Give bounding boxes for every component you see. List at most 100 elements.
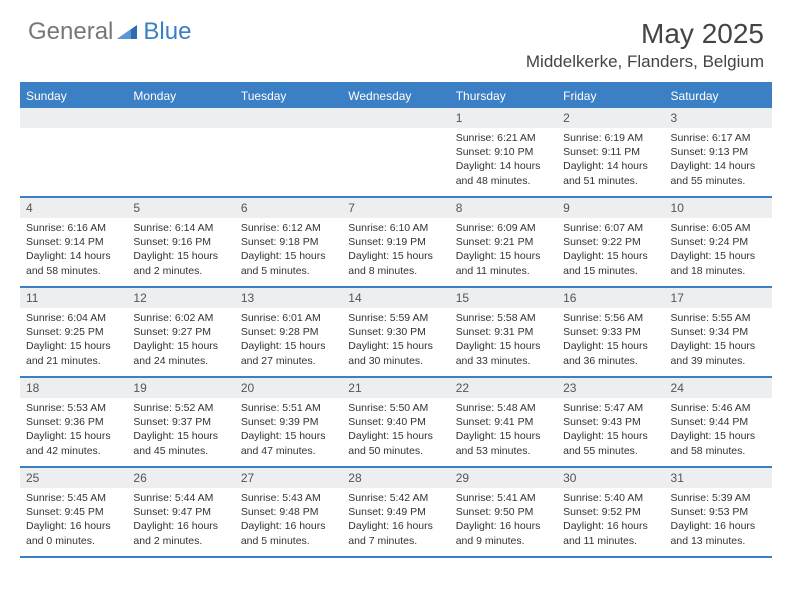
day-body: Sunrise: 6:07 AMSunset: 9:22 PMDaylight:… (557, 218, 664, 282)
daylight-text: and 53 minutes. (456, 444, 551, 458)
daylight-text: Daylight: 14 hours (26, 249, 121, 263)
daylight-text: and 0 minutes. (26, 534, 121, 548)
daylight-text: and 21 minutes. (26, 354, 121, 368)
daylight-text: Daylight: 15 hours (456, 429, 551, 443)
daylight-text: and 5 minutes. (241, 534, 336, 548)
daylight-text: and 50 minutes. (348, 444, 443, 458)
daylight-text: Daylight: 16 hours (133, 519, 228, 533)
day-cell: 9Sunrise: 6:07 AMSunset: 9:22 PMDaylight… (557, 198, 664, 286)
daylight-text: and 24 minutes. (133, 354, 228, 368)
day-cell: 31Sunrise: 5:39 AMSunset: 9:53 PMDayligh… (665, 468, 772, 556)
day-body: Sunrise: 5:41 AMSunset: 9:50 PMDaylight:… (450, 488, 557, 552)
daylight-text: Daylight: 15 hours (348, 429, 443, 443)
day-number: 13 (235, 288, 342, 308)
daylight-text: Daylight: 16 hours (563, 519, 658, 533)
daylight-text: and 11 minutes. (456, 264, 551, 278)
day-number: 22 (450, 378, 557, 398)
day-number: 17 (665, 288, 772, 308)
day-body: Sunrise: 5:48 AMSunset: 9:41 PMDaylight:… (450, 398, 557, 462)
sunset-text: Sunset: 9:14 PM (26, 235, 121, 249)
sunrise-text: Sunrise: 5:40 AM (563, 491, 658, 505)
day-body (342, 128, 449, 135)
day-number (127, 108, 234, 128)
day-number: 3 (665, 108, 772, 128)
day-number: 24 (665, 378, 772, 398)
weeks-container: 1Sunrise: 6:21 AMSunset: 9:10 PMDaylight… (20, 108, 772, 558)
day-body: Sunrise: 6:19 AMSunset: 9:11 PMDaylight:… (557, 128, 664, 192)
sunrise-text: Sunrise: 6:07 AM (563, 221, 658, 235)
day-number: 8 (450, 198, 557, 218)
day-cell: 4Sunrise: 6:16 AMSunset: 9:14 PMDaylight… (20, 198, 127, 286)
day-body (235, 128, 342, 135)
title-block: May 2025 Middelkerke, Flanders, Belgium (526, 18, 764, 72)
daylight-text: Daylight: 15 hours (671, 249, 766, 263)
daylight-text: and 58 minutes. (26, 264, 121, 278)
day-body: Sunrise: 5:52 AMSunset: 9:37 PMDaylight:… (127, 398, 234, 462)
day-body: Sunrise: 6:17 AMSunset: 9:13 PMDaylight:… (665, 128, 772, 192)
sunset-text: Sunset: 9:48 PM (241, 505, 336, 519)
day-number: 26 (127, 468, 234, 488)
day-number: 29 (450, 468, 557, 488)
day-cell (127, 108, 234, 196)
sunrise-text: Sunrise: 5:46 AM (671, 401, 766, 415)
day-body: Sunrise: 5:46 AMSunset: 9:44 PMDaylight:… (665, 398, 772, 462)
daylight-text: Daylight: 15 hours (348, 249, 443, 263)
day-cell (20, 108, 127, 196)
weekday-header: Wednesday (342, 84, 449, 108)
day-body: Sunrise: 6:01 AMSunset: 9:28 PMDaylight:… (235, 308, 342, 372)
daylight-text: and 48 minutes. (456, 174, 551, 188)
day-cell: 3Sunrise: 6:17 AMSunset: 9:13 PMDaylight… (665, 108, 772, 196)
day-body: Sunrise: 6:21 AMSunset: 9:10 PMDaylight:… (450, 128, 557, 192)
day-body: Sunrise: 6:09 AMSunset: 9:21 PMDaylight:… (450, 218, 557, 282)
day-cell: 28Sunrise: 5:42 AMSunset: 9:49 PMDayligh… (342, 468, 449, 556)
daylight-text: Daylight: 16 hours (671, 519, 766, 533)
day-cell: 2Sunrise: 6:19 AMSunset: 9:11 PMDaylight… (557, 108, 664, 196)
day-number: 18 (20, 378, 127, 398)
day-cell: 15Sunrise: 5:58 AMSunset: 9:31 PMDayligh… (450, 288, 557, 376)
day-cell: 14Sunrise: 5:59 AMSunset: 9:30 PMDayligh… (342, 288, 449, 376)
sunrise-text: Sunrise: 5:47 AM (563, 401, 658, 415)
day-number: 15 (450, 288, 557, 308)
day-number (342, 108, 449, 128)
day-number: 28 (342, 468, 449, 488)
sunrise-text: Sunrise: 6:14 AM (133, 221, 228, 235)
daylight-text: Daylight: 15 hours (133, 249, 228, 263)
sunrise-text: Sunrise: 5:44 AM (133, 491, 228, 505)
weekday-header: Saturday (665, 84, 772, 108)
sunrise-text: Sunrise: 5:55 AM (671, 311, 766, 325)
sunset-text: Sunset: 9:10 PM (456, 145, 551, 159)
daylight-text: and 39 minutes. (671, 354, 766, 368)
day-number: 23 (557, 378, 664, 398)
daylight-text: and 7 minutes. (348, 534, 443, 548)
sunset-text: Sunset: 9:45 PM (26, 505, 121, 519)
sunset-text: Sunset: 9:16 PM (133, 235, 228, 249)
sunset-text: Sunset: 9:31 PM (456, 325, 551, 339)
day-cell: 20Sunrise: 5:51 AMSunset: 9:39 PMDayligh… (235, 378, 342, 466)
week-row: 18Sunrise: 5:53 AMSunset: 9:36 PMDayligh… (20, 378, 772, 468)
daylight-text: and 47 minutes. (241, 444, 336, 458)
day-number (20, 108, 127, 128)
sunset-text: Sunset: 9:39 PM (241, 415, 336, 429)
day-body: Sunrise: 6:05 AMSunset: 9:24 PMDaylight:… (665, 218, 772, 282)
daylight-text: Daylight: 15 hours (241, 429, 336, 443)
day-number: 16 (557, 288, 664, 308)
day-number: 31 (665, 468, 772, 488)
day-number: 4 (20, 198, 127, 218)
sunset-text: Sunset: 9:33 PM (563, 325, 658, 339)
sunrise-text: Sunrise: 6:19 AM (563, 131, 658, 145)
sunset-text: Sunset: 9:49 PM (348, 505, 443, 519)
sunrise-text: Sunrise: 6:09 AM (456, 221, 551, 235)
sunset-text: Sunset: 9:53 PM (671, 505, 766, 519)
day-number: 14 (342, 288, 449, 308)
day-number: 5 (127, 198, 234, 218)
day-number: 2 (557, 108, 664, 128)
sunset-text: Sunset: 9:19 PM (348, 235, 443, 249)
day-number: 27 (235, 468, 342, 488)
sunrise-text: Sunrise: 5:48 AM (456, 401, 551, 415)
day-number: 1 (450, 108, 557, 128)
day-cell: 13Sunrise: 6:01 AMSunset: 9:28 PMDayligh… (235, 288, 342, 376)
day-body: Sunrise: 5:47 AMSunset: 9:43 PMDaylight:… (557, 398, 664, 462)
calendar: Sunday Monday Tuesday Wednesday Thursday… (20, 82, 772, 558)
sunset-text: Sunset: 9:21 PM (456, 235, 551, 249)
day-cell: 6Sunrise: 6:12 AMSunset: 9:18 PMDaylight… (235, 198, 342, 286)
